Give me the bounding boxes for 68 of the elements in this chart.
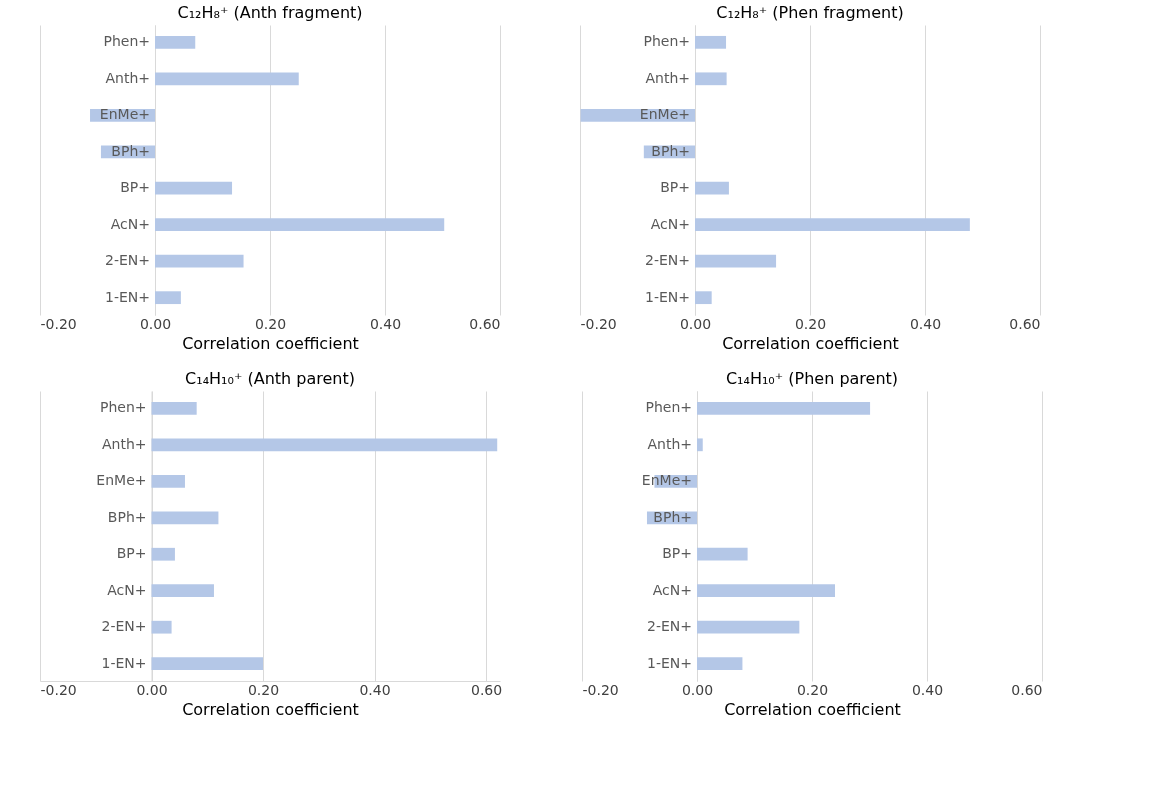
x-tick-label: 0.00 <box>679 315 712 332</box>
y-tick-label: BP+ <box>120 179 150 196</box>
x-tick-label: 0.20 <box>796 681 829 698</box>
x-tick-label: 0.40 <box>909 315 942 332</box>
bar <box>151 620 172 634</box>
x-tick-label: 0.20 <box>794 315 827 332</box>
y-tick-label: BPh+ <box>111 142 150 159</box>
bar <box>151 584 214 598</box>
y-tick-label: 2-EN+ <box>646 618 692 635</box>
x-tick-label: 0.20 <box>254 315 287 332</box>
chart-title: C₁₂H₈⁺ (Phen fragment) <box>716 3 904 22</box>
chart-title: C₁₄H₁₀⁺ (Phen parent) <box>725 369 899 388</box>
y-tick-label: 1-EN+ <box>644 288 690 305</box>
y-tick-label: Phen+ <box>99 399 147 416</box>
bar <box>151 438 498 452</box>
y-tick-label: 2-EN+ <box>644 252 690 269</box>
y-tick-label: Anth+ <box>647 435 692 452</box>
bar <box>151 511 219 525</box>
x-tick-label: -0.20 <box>40 315 77 332</box>
x-tick-label: -0.20 <box>582 681 619 698</box>
x-axis-title: Correlation coefficient <box>722 333 899 353</box>
y-tick-label: 1-EN+ <box>104 288 150 305</box>
y-tick-label: AcN+ <box>110 215 150 232</box>
y-tick-label: AcN+ <box>107 581 147 598</box>
x-axis-title: Correlation coefficient <box>182 699 359 719</box>
x-tick-label: 0.40 <box>369 315 402 332</box>
x-tick-label: 0.60 <box>1011 681 1043 698</box>
bar <box>151 401 197 415</box>
y-tick-label: Anth+ <box>105 69 150 86</box>
y-tick-label: EnMe+ <box>641 472 692 489</box>
chart-title: C₁₂H₈⁺ (Anth fragment) <box>177 3 363 22</box>
y-tick-label: 2-EN+ <box>101 618 147 635</box>
x-tick-label: 0.60 <box>1009 315 1041 332</box>
y-tick-label: BPh+ <box>653 508 692 525</box>
y-tick-label: Phen+ <box>643 33 690 50</box>
y-tick-label: EnMe+ <box>99 106 150 123</box>
y-tick-label: BPh+ <box>107 508 147 525</box>
x-tick-label: 0.60 <box>470 681 503 698</box>
y-tick-label: 1-EN+ <box>101 654 147 671</box>
bar <box>151 474 185 488</box>
y-tick-label: BP+ <box>660 179 690 196</box>
bar <box>151 657 264 671</box>
bar <box>151 547 175 561</box>
chart-title: C₁₄H₁₀⁺ (Anth parent) <box>185 369 355 388</box>
y-tick-label: Anth+ <box>645 69 690 86</box>
y-tick-label: BP+ <box>116 545 147 562</box>
x-tick-label: 0.60 <box>469 315 501 332</box>
x-tick-label: 0.40 <box>911 681 944 698</box>
x-tick-label: 0.00 <box>136 681 168 698</box>
y-tick-label: Phen+ <box>103 33 150 50</box>
y-tick-label: EnMe+ <box>639 106 690 123</box>
x-tick-label: -0.20 <box>580 315 617 332</box>
x-tick-label: 0.20 <box>247 681 280 698</box>
y-tick-label: 2-EN+ <box>104 252 150 269</box>
y-tick-label: 1-EN+ <box>646 654 692 671</box>
x-tick-label: 0.40 <box>359 681 391 698</box>
y-tick-label: EnMe+ <box>96 472 147 489</box>
x-tick-label: 0.00 <box>139 315 172 332</box>
y-tick-label: Anth+ <box>101 435 147 452</box>
x-axis-title: Correlation coefficient <box>182 333 359 353</box>
y-tick-label: BP+ <box>662 545 692 562</box>
x-axis-title: Correlation coefficient <box>724 699 901 719</box>
x-tick-label: -0.20 <box>40 681 77 698</box>
y-tick-label: BPh+ <box>651 142 690 159</box>
x-tick-label: 0.00 <box>681 681 714 698</box>
y-tick-label: Phen+ <box>645 399 692 416</box>
y-tick-label: AcN+ <box>652 581 692 598</box>
y-tick-label: AcN+ <box>650 215 690 232</box>
